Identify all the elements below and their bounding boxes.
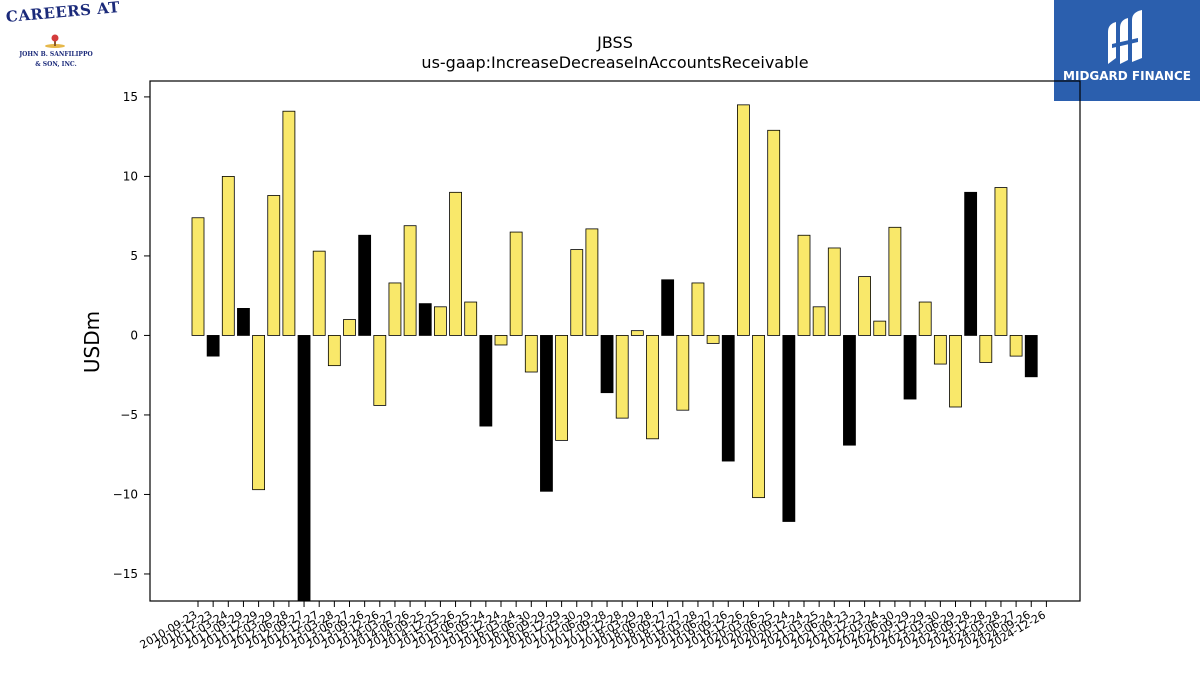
- bar-12: [373, 335, 387, 406]
- midgard-finance-logo: MIDGARD FINANCE: [1054, 0, 1200, 101]
- bar-46: [888, 226, 902, 336]
- chart-title: JBSS: [596, 33, 633, 52]
- bar-27: [600, 335, 614, 394]
- bar-39: [782, 335, 796, 522]
- bar-51: [964, 191, 978, 336]
- y-tick-label-1: −10: [113, 487, 138, 501]
- y-tick-label-3: 0: [130, 328, 138, 342]
- careers-logo: CAREERS AT JOHN B. SANFILIPPO & SON, INC…: [2, 0, 121, 70]
- bar-49: [933, 335, 947, 365]
- bar-30: [646, 335, 659, 440]
- y-tick-label-0: −15: [113, 567, 138, 581]
- bar-24: [555, 335, 568, 441]
- midgard-mark-icon: [1108, 10, 1142, 64]
- palm-tree-icon: [45, 34, 65, 48]
- plot-frame: [149, 80, 1081, 602]
- bar-2: [221, 176, 235, 336]
- bar-34: [706, 335, 720, 344]
- bar-18: [464, 301, 478, 336]
- bar-5: [267, 195, 281, 336]
- y-axis-label: USDm: [80, 311, 104, 373]
- midgard-finance-name: MIDGARD FINANCE: [1063, 69, 1191, 83]
- bar-50: [949, 335, 962, 408]
- x-axis: 2010-09-232010-12-232011-03-242011-09-29…: [138, 601, 1048, 652]
- bar-52: [979, 335, 993, 363]
- bar-1: [206, 335, 220, 357]
- bar-13: [388, 282, 402, 336]
- bars-group: [191, 104, 1038, 601]
- careers-logo-company: JOHN B. SANFILIPPO: [19, 51, 93, 58]
- bar-8: [312, 250, 326, 336]
- bar-14: [403, 225, 417, 336]
- bar-35: [721, 335, 735, 462]
- bar-43: [843, 335, 856, 446]
- bar-32: [676, 335, 690, 411]
- bar-7: [297, 335, 311, 601]
- bar-38: [767, 129, 781, 336]
- chart-subtitle: us-gaap:IncreaseDecreaseInAccountsReceiv…: [421, 53, 808, 72]
- bar-19: [479, 335, 493, 427]
- bar-55: [1024, 335, 1038, 378]
- bar-6: [282, 110, 296, 336]
- y-tick-label-2: −5: [120, 408, 138, 422]
- careers-logo-company-suffix: & SON, INC.: [35, 61, 77, 68]
- bar-44: [858, 276, 871, 336]
- bar-28: [615, 335, 629, 419]
- bar-22: [524, 335, 538, 373]
- bar-47: [903, 335, 917, 400]
- bar-40: [797, 234, 811, 336]
- bar-11: [358, 234, 372, 336]
- bar-54: [1009, 335, 1023, 357]
- bar-41: [812, 306, 826, 336]
- y-tick-label-5: 10: [123, 169, 138, 183]
- bar-10: [343, 319, 356, 336]
- bar-53: [994, 187, 1008, 336]
- bar-4: [252, 335, 266, 491]
- bar-48: [918, 301, 932, 336]
- bar-16: [433, 306, 447, 336]
- bar-29: [630, 330, 644, 336]
- bar-25: [570, 249, 584, 336]
- bar-20: [494, 335, 508, 346]
- y-tick-label-6: 15: [123, 90, 138, 104]
- bar-21: [509, 231, 523, 336]
- bar-3: [237, 308, 250, 336]
- bar-0: [191, 217, 205, 336]
- bar-45: [873, 320, 887, 336]
- y-tick-label-4: 5: [130, 249, 138, 263]
- bar-23: [540, 335, 553, 492]
- bar-31: [661, 279, 675, 336]
- bar-33: [691, 282, 705, 336]
- bar-36: [737, 104, 750, 336]
- bar-9: [327, 335, 341, 367]
- bar-42: [827, 247, 841, 336]
- y-axis: −15 −10 −5 0 5 10 15: [113, 90, 150, 581]
- bar-15: [418, 303, 432, 336]
- bar-37: [752, 335, 765, 499]
- bar-26: [585, 228, 599, 336]
- bar-17: [449, 191, 462, 336]
